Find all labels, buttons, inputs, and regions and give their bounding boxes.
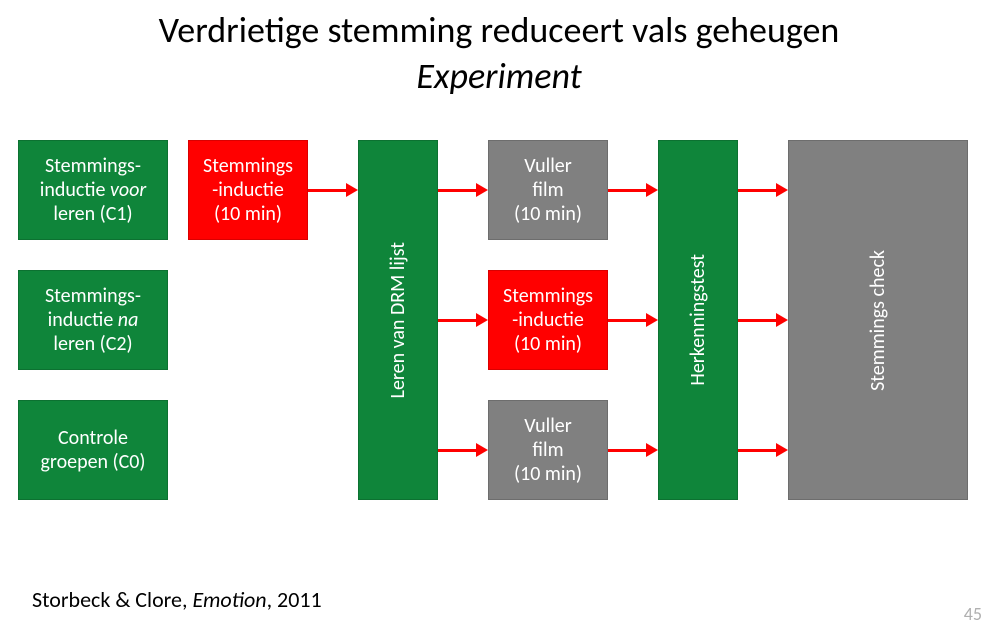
box-filler1: Vullerfilm(10 min) — [488, 140, 608, 240]
box-induct2-label: Stemmings-inductie(10 min) — [503, 284, 593, 356]
box-drm: Leren van DRM lijst — [358, 140, 438, 500]
box-induct1: Stemmings-inductie(10 min) — [188, 140, 308, 240]
box-filler1-label: Vullerfilm(10 min) — [514, 154, 582, 226]
slide-subtitle: Experiment — [0, 54, 998, 98]
box-filler2-label: Vullerfilm(10 min) — [514, 414, 582, 486]
box-c0: Controlegroepen (C0) — [18, 400, 168, 500]
box-recog-label: Herkenningstest — [686, 254, 710, 386]
box-moodcheck-label: Stemmings check — [866, 250, 890, 391]
box-recog: Herkenningstest — [658, 140, 738, 500]
box-c2-label: Stemmings-inductie naleren (C2) — [45, 284, 141, 356]
box-moodcheck: Stemmings check — [788, 140, 968, 500]
slide-title: Verdrietige stemming reduceert vals gehe… — [0, 0, 998, 52]
box-c2: Stemmings-inductie naleren (C2) — [18, 270, 168, 370]
box-induct2: Stemmings-inductie(10 min) — [488, 270, 608, 370]
citation: Storbeck & Clore, Emotion, 2011 — [32, 586, 322, 613]
box-c1-label: Stemmings-inductie voorleren (C1) — [40, 154, 146, 226]
box-c1: Stemmings-inductie voorleren (C1) — [18, 140, 168, 240]
box-drm-label: Leren van DRM lijst — [386, 242, 410, 398]
box-induct1-label: Stemmings-inductie(10 min) — [203, 154, 293, 226]
citation-journal: Emotion — [192, 586, 266, 613]
box-c0-label: Controlegroepen (C0) — [41, 426, 146, 474]
box-filler2: Vullerfilm(10 min) — [488, 400, 608, 500]
citation-authors: Storbeck & Clore, — [32, 586, 192, 613]
flow-diagram: Stemmings-inductie voorleren (C1) Stemmin… — [18, 140, 978, 540]
citation-year: , 2011 — [267, 586, 322, 613]
page-number: 45 — [964, 603, 982, 625]
